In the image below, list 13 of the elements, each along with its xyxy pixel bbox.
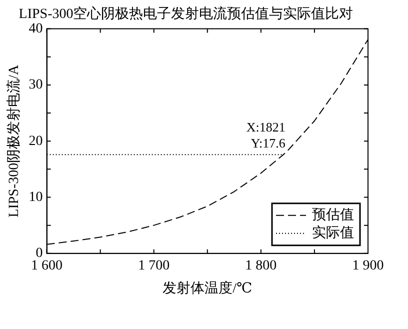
annotation: X:1821 Y:17.6 (246, 120, 286, 150)
y-axis-title: LIPS-300阴极发射电流/A (6, 64, 22, 218)
x-tick-label: 1 800 (245, 258, 277, 274)
x-tick-label: 1 900 (352, 258, 384, 274)
legend-label: 实际值 (312, 225, 354, 242)
chart-title: LIPS-300空心阴极热电子发射电流预估值与实际值比对 (18, 6, 354, 22)
y-tick-label: 30 (28, 78, 43, 93)
x-tick-label: 1 700 (138, 258, 170, 274)
x-axis-title: 发射体温度/℃ (162, 280, 252, 296)
y-tick-label: 10 (28, 190, 43, 205)
y-tick-label: 20 (28, 134, 43, 149)
legend-label: 预估值 (312, 207, 354, 224)
y-tick-label: 40 (28, 21, 43, 36)
